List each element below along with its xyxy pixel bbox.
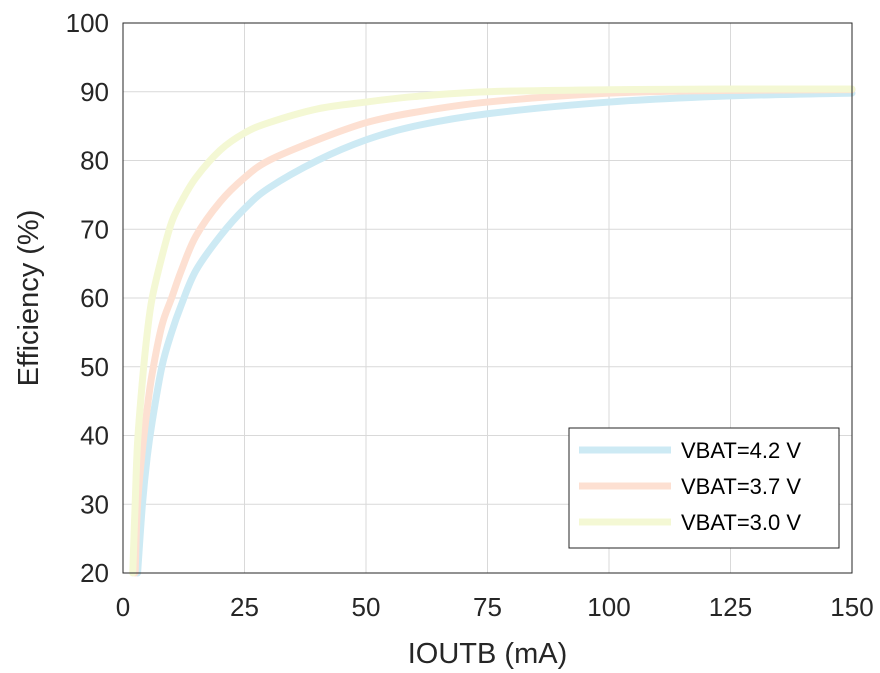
x-tick-label: 0: [116, 592, 130, 622]
x-tick-label: 75: [473, 592, 502, 622]
y-tick-label: 90: [80, 77, 109, 107]
y-tick-label: 100: [66, 8, 109, 38]
x-tick-label: 100: [587, 592, 630, 622]
x-tick-label: 150: [830, 592, 873, 622]
y-tick-label: 30: [80, 489, 109, 519]
x-axis-label: IOUTB (mA): [408, 638, 568, 670]
x-tick-label: 125: [709, 592, 752, 622]
legend-label: VBAT=4.2 V: [681, 438, 801, 463]
y-tick-label: 20: [80, 558, 109, 588]
series-line-2: [129, 85, 856, 577]
legend-label: VBAT=3.0 V: [681, 510, 801, 535]
series-lines: [129, 85, 856, 577]
plot-frame: [122, 22, 853, 574]
legend: VBAT=4.2 V VBAT=3.7 V VBAT=3.0 V: [568, 427, 840, 549]
series-line-0: [134, 89, 856, 577]
y-tick-label: 80: [80, 146, 109, 176]
series-line-1: [131, 86, 856, 577]
y-tick-label: 50: [80, 352, 109, 382]
tick-labels: 0 25 50 75 100 125 150 20 30 40 50 60 70 80 90 100: [66, 8, 874, 622]
y-tick-label: 60: [80, 283, 109, 313]
x-tick-label: 50: [352, 592, 381, 622]
grid: [122, 22, 853, 574]
legend-label: VBAT=3.7 V: [681, 474, 801, 499]
y-tick-label: 40: [80, 421, 109, 451]
y-axis-label: Efficiency (%): [13, 210, 45, 387]
y-tick-label: 70: [80, 214, 109, 244]
x-tick-label: 25: [230, 592, 259, 622]
